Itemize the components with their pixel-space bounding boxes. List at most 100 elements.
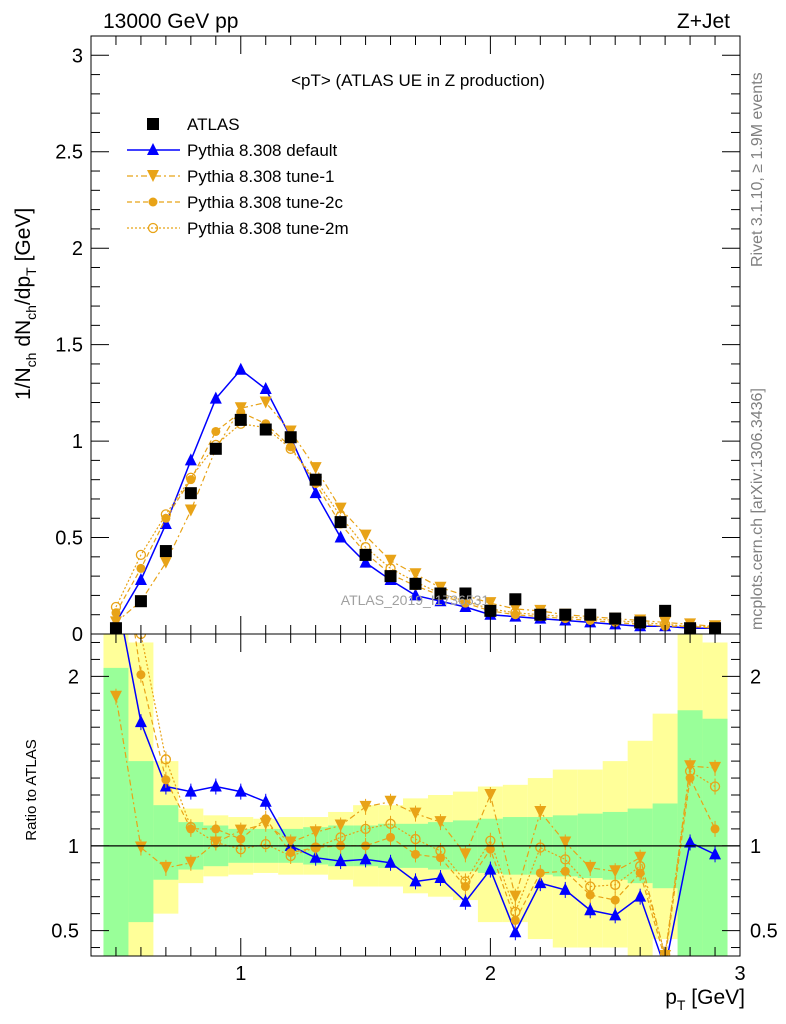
legend-label: Pythia 8.308 tune-1 [187, 167, 334, 186]
data-point [359, 529, 372, 542]
ratio-data-point [236, 834, 246, 844]
data-point [434, 587, 447, 600]
ratio-data-point [484, 789, 497, 801]
data-point [134, 572, 147, 585]
watermark: ATLAS_2019_I1736531 [341, 592, 490, 608]
ratio-uncertainty-bands [103, 634, 728, 956]
ratio-data-point [585, 881, 596, 892]
ratio-panel: 1 2 30.5 0.51 12 2 Ratio to ATLAS pT [GeV] [23, 633, 778, 1013]
y-tick-label: 0.5 [55, 528, 83, 550]
ratio-data-point [534, 805, 547, 818]
x-tick-label: 1 [235, 963, 246, 985]
data-point [409, 588, 422, 601]
data-point [484, 604, 497, 617]
ratio-data-point [234, 784, 247, 797]
data-point [211, 426, 221, 436]
data-point [510, 607, 521, 618]
data-point [234, 362, 247, 375]
ratio-data-point [409, 807, 422, 820]
ratio-data-point [210, 837, 221, 848]
data-point [334, 516, 347, 529]
ratio-data-point [411, 849, 420, 859]
ratio-data-point [359, 800, 372, 813]
data-point [384, 554, 397, 567]
ratio-data-point [610, 879, 621, 890]
ratio-data-point [161, 775, 171, 785]
data-point [159, 517, 172, 530]
data-point [110, 601, 122, 613]
legend-label: Pythia 8.308 tune-2c [187, 193, 343, 212]
ratio-data-point [709, 781, 721, 792]
data-point [159, 545, 172, 558]
ratio-frame [90, 633, 741, 957]
ratio-data-point [559, 882, 572, 895]
y-tick-label: 1 [72, 431, 83, 453]
data-point [434, 594, 447, 607]
ratio-data-point [384, 855, 397, 868]
mcplots-label: mcplots.cern.ch [arXiv:1306.3436] [749, 388, 766, 630]
ratio-data-point [234, 824, 247, 837]
data-point [259, 396, 272, 409]
data-point [209, 442, 222, 455]
ratio-data-point [610, 895, 620, 905]
ratio-data-point [560, 866, 570, 876]
data-point [409, 568, 422, 581]
main-data-layer [109, 362, 722, 635]
data-point [659, 604, 672, 617]
data-point [559, 608, 572, 621]
data-point [459, 587, 472, 600]
y-tick-label: 0 [72, 624, 83, 646]
ratio-data-point [211, 824, 221, 834]
data-point [584, 608, 597, 621]
process-label: Z+Jet [677, 10, 730, 33]
data-point [209, 391, 222, 404]
energy-label: 13000 GeV pp [103, 10, 238, 33]
ratio-data-point [160, 754, 172, 765]
data-point [135, 549, 147, 561]
ratio-data-point [609, 908, 622, 921]
legend-marker [147, 143, 159, 155]
ratio-y-tick-label-right: 1 [750, 836, 761, 858]
ratio-data-point [261, 814, 271, 824]
legend-label: Pythia 8.308 default [187, 141, 338, 160]
stat-uncertainty-band [677, 710, 703, 956]
ratio-data-point [209, 779, 222, 792]
ratio-data-point [309, 826, 322, 839]
data-point [159, 556, 172, 569]
y-tick-label: 2.5 [55, 142, 83, 164]
ratio-data-point [409, 874, 422, 887]
rivet-version-label: Rivet 3.1.10, ≥ 1.9M events [749, 72, 766, 267]
main-title: <pT> (ATLAS UE in Z production) [291, 71, 545, 90]
ratio-data-point [384, 795, 397, 808]
y-tick-label: 3 [72, 45, 83, 67]
x-axis-label: pT [GeV] [665, 986, 745, 1013]
ratio-data-point [285, 850, 296, 862]
ratio-data-point [185, 822, 196, 833]
ratio-data-point [535, 868, 545, 878]
ratio-data-point [484, 862, 497, 875]
data-point [484, 597, 497, 610]
ratio-data-point [334, 819, 347, 832]
ratio-y-tick-label-right: 2 [750, 666, 761, 688]
ratio-data-point [684, 835, 697, 848]
ratio-data-point [509, 890, 522, 903]
ratio-data-point [235, 844, 246, 855]
data-point [184, 504, 197, 517]
data-point [359, 548, 372, 561]
ratio-data-point [184, 784, 197, 797]
data-point [185, 472, 196, 483]
data-point [285, 443, 296, 454]
ratio-data-point [710, 824, 720, 834]
legend-marker [148, 197, 158, 207]
stat-uncertainty-band [103, 667, 129, 956]
data-point [359, 555, 372, 568]
data-point [160, 509, 172, 520]
ratio-data-point [334, 854, 347, 867]
ratio-data-point [509, 925, 522, 938]
ratio-data-point [434, 816, 447, 829]
data-point [334, 530, 347, 543]
ratio-data-point [459, 894, 472, 907]
ratio-data-point [559, 836, 572, 849]
ratio-data-point [635, 861, 646, 872]
